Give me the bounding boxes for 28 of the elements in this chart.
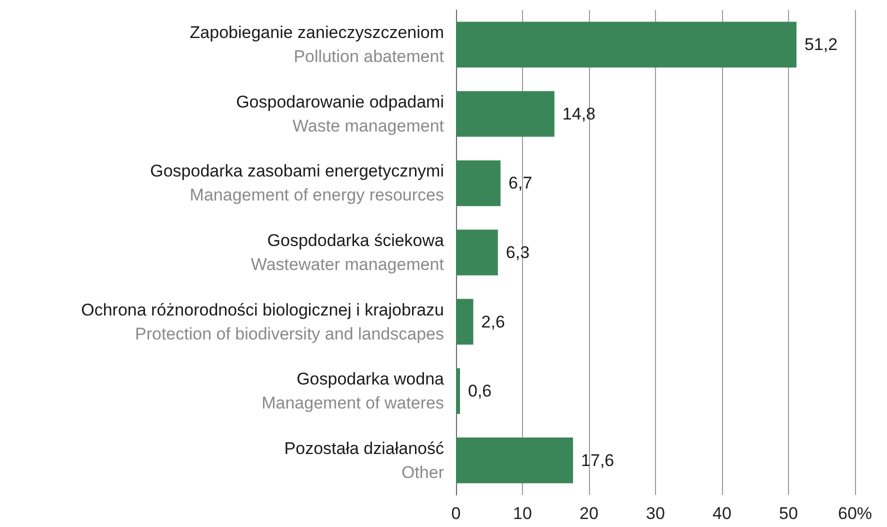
data-label: 51,2 [804, 35, 838, 54]
y-tick-label: Ochrona różnorodności biologicznej i krajobrazu Protection of biodiversity and landscapes [81, 300, 444, 344]
data-label: 14,8 [562, 104, 596, 124]
x-tick-label: 20 [580, 504, 598, 523]
x-tick-label: 30 [646, 504, 665, 523]
data-label: 6,3 [506, 243, 530, 262]
y-tick-label: Gospdodarka ściekowa Wastewater management [250, 231, 445, 274]
data-label: 2,6 [481, 312, 505, 332]
bar [456, 437, 574, 484]
y-tick-label: Gospodarka wodna Management of wateres [262, 370, 445, 413]
x-tick-label: 60% [838, 504, 872, 523]
data-label: 0,6 [468, 382, 492, 401]
bar [456, 368, 460, 414]
bar [456, 160, 501, 206]
x-tick-label: 40 [712, 504, 732, 523]
x-tick-label: 50 [779, 504, 798, 523]
data-label: 6,7 [508, 174, 532, 193]
bar [456, 22, 796, 68]
x-tick-label: 10 [513, 504, 532, 523]
y-tick-label: Zapobieganie zanieczyszczeniom Pollution abatement [190, 23, 444, 66]
data-label: 17,6 [581, 450, 614, 470]
y-tick-label: Gospodarowanie odpadami Waste management [236, 92, 444, 136]
bar [456, 298, 474, 345]
bar [456, 91, 554, 137]
x-tick-label: 0 [451, 504, 461, 523]
y-tick-label: Pozostała działaność Other [284, 438, 444, 482]
bar [456, 230, 498, 276]
y-tick-label: Gospodarka zasobami energetycznymi Management of energy resources [150, 162, 444, 205]
